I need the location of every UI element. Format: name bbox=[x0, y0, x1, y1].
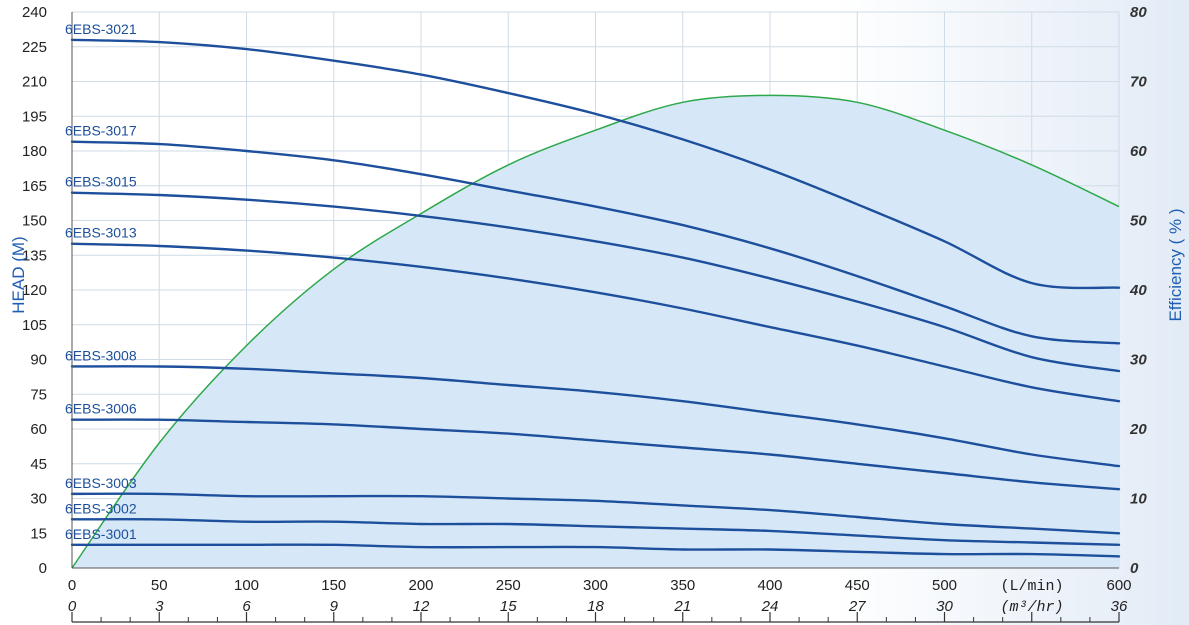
labels: 6EBS-3021 6EBS-3017 6EBS-3015 6EBS-3013 6EBS… bbox=[65, 21, 137, 542]
x-tick-label: 300 bbox=[583, 577, 608, 594]
y-tick-label: 45 bbox=[30, 456, 47, 473]
head-curve-6EBS-3017 bbox=[70, 140, 1121, 345]
y2-tick-label: 80 bbox=[1130, 4, 1147, 21]
efficiency-curve bbox=[71, 94, 1120, 569]
y2-tick-label: 70 bbox=[1130, 74, 1147, 91]
y-tick-label: 195 bbox=[22, 108, 47, 125]
x-tick-label: 450 bbox=[845, 577, 870, 594]
y-tick-label: 75 bbox=[30, 386, 47, 403]
x2-tick-label: 3 bbox=[155, 598, 164, 615]
efficiency-fill bbox=[72, 95, 1119, 569]
x2-tick-label: 6 bbox=[242, 598, 251, 615]
y2-tick-label: 20 bbox=[1129, 421, 1147, 438]
x2-tick-label: 0 bbox=[68, 598, 77, 615]
y2-tick-label: 60 bbox=[1130, 143, 1147, 160]
curve-label-6EBS-3001: 6EBS-3001 bbox=[65, 526, 137, 542]
y-tick-label: 240 bbox=[22, 4, 47, 21]
y-tick-label: 90 bbox=[30, 352, 47, 369]
x2-tick-label: 30 bbox=[936, 598, 953, 615]
y-tick-label: 0 bbox=[39, 560, 47, 577]
y-tick-label: 105 bbox=[22, 317, 47, 334]
y2-tick-label: 30 bbox=[1130, 352, 1147, 369]
head-curves bbox=[70, 38, 1121, 558]
x2-tick-label: 27 bbox=[848, 598, 866, 615]
x2-tick-label: 24 bbox=[761, 598, 779, 615]
y2-tick-label: 50 bbox=[1130, 213, 1147, 230]
y-axis-title: HEAD (M) bbox=[9, 236, 28, 313]
x-tick-label: 0 bbox=[68, 577, 76, 594]
curve-label-6EBS-3013: 6EBS-3013 bbox=[65, 225, 137, 241]
axes: 0153045607590105120135150165180195210225… bbox=[22, 4, 1147, 623]
x-tick-label: 50 bbox=[151, 577, 168, 594]
x-tick-label: 500 bbox=[932, 577, 957, 594]
head-curve-6EBS-3008 bbox=[70, 365, 1121, 468]
curve-label-6EBS-3002: 6EBS-3002 bbox=[65, 500, 137, 516]
x2-tick-label: 21 bbox=[673, 598, 691, 615]
curve-label-6EBS-3008: 6EBS-3008 bbox=[65, 347, 137, 363]
y-tick-label: 135 bbox=[22, 247, 47, 264]
curve-label-6EBS-3021: 6EBS-3021 bbox=[65, 21, 137, 37]
head-curve-6EBS-3002 bbox=[70, 518, 1121, 546]
head-curve-6EBS-3006 bbox=[70, 418, 1121, 491]
x-tick-label: 350 bbox=[670, 577, 695, 594]
curve-label-6EBS-3017: 6EBS-3017 bbox=[65, 123, 137, 139]
curve-label-6EBS-3006: 6EBS-3006 bbox=[65, 401, 137, 417]
y-tick-label: 180 bbox=[22, 143, 47, 160]
x-tick-label: 250 bbox=[496, 577, 521, 594]
y-tick-label: 150 bbox=[22, 213, 47, 230]
head-curve-6EBS-3015 bbox=[70, 191, 1121, 373]
y-tick-label: 165 bbox=[22, 178, 47, 195]
y-tick-label: 30 bbox=[30, 491, 47, 508]
curve-label-6EBS-3015: 6EBS-3015 bbox=[65, 174, 137, 190]
y2-tick-label: 0 bbox=[1130, 560, 1139, 577]
x2-tick-label: 12 bbox=[413, 598, 430, 615]
x2-tick-label: 9 bbox=[330, 598, 339, 615]
y2-axis-title: Efficiency ( % ) bbox=[1166, 208, 1185, 321]
head-curve-6EBS-3003 bbox=[70, 492, 1121, 535]
curve-label-6EBS-3003: 6EBS-3003 bbox=[65, 475, 137, 491]
efficiency-area bbox=[71, 94, 1120, 569]
x-unit-secondary: (m³/hr) bbox=[1000, 599, 1063, 616]
x-tick-label: 600 bbox=[1106, 577, 1131, 594]
y-tick-label: 210 bbox=[22, 74, 47, 91]
x-unit-primary: (L/min) bbox=[1000, 578, 1063, 595]
y2-tick-label: 10 bbox=[1130, 491, 1147, 508]
x-tick-label: 100 bbox=[234, 577, 259, 594]
y2-tick-label: 40 bbox=[1129, 282, 1147, 299]
x-tick-label: 200 bbox=[408, 577, 433, 594]
head-curve-6EBS-3001 bbox=[70, 543, 1121, 558]
y-tick-label: 15 bbox=[30, 525, 47, 542]
x2-tick-label: 15 bbox=[500, 598, 517, 615]
head-curve-6EBS-3013 bbox=[70, 242, 1121, 403]
x-tick-label: 400 bbox=[757, 577, 782, 594]
x-tick-label: 150 bbox=[321, 577, 346, 594]
x2-tick-label: 36 bbox=[1111, 598, 1128, 615]
y-tick-label: 225 bbox=[22, 39, 47, 56]
x2-tick-label: 18 bbox=[587, 598, 604, 615]
head-curve-6EBS-3021 bbox=[70, 38, 1121, 290]
y-tick-label: 60 bbox=[30, 421, 47, 438]
y-tick-label: 120 bbox=[22, 282, 47, 299]
